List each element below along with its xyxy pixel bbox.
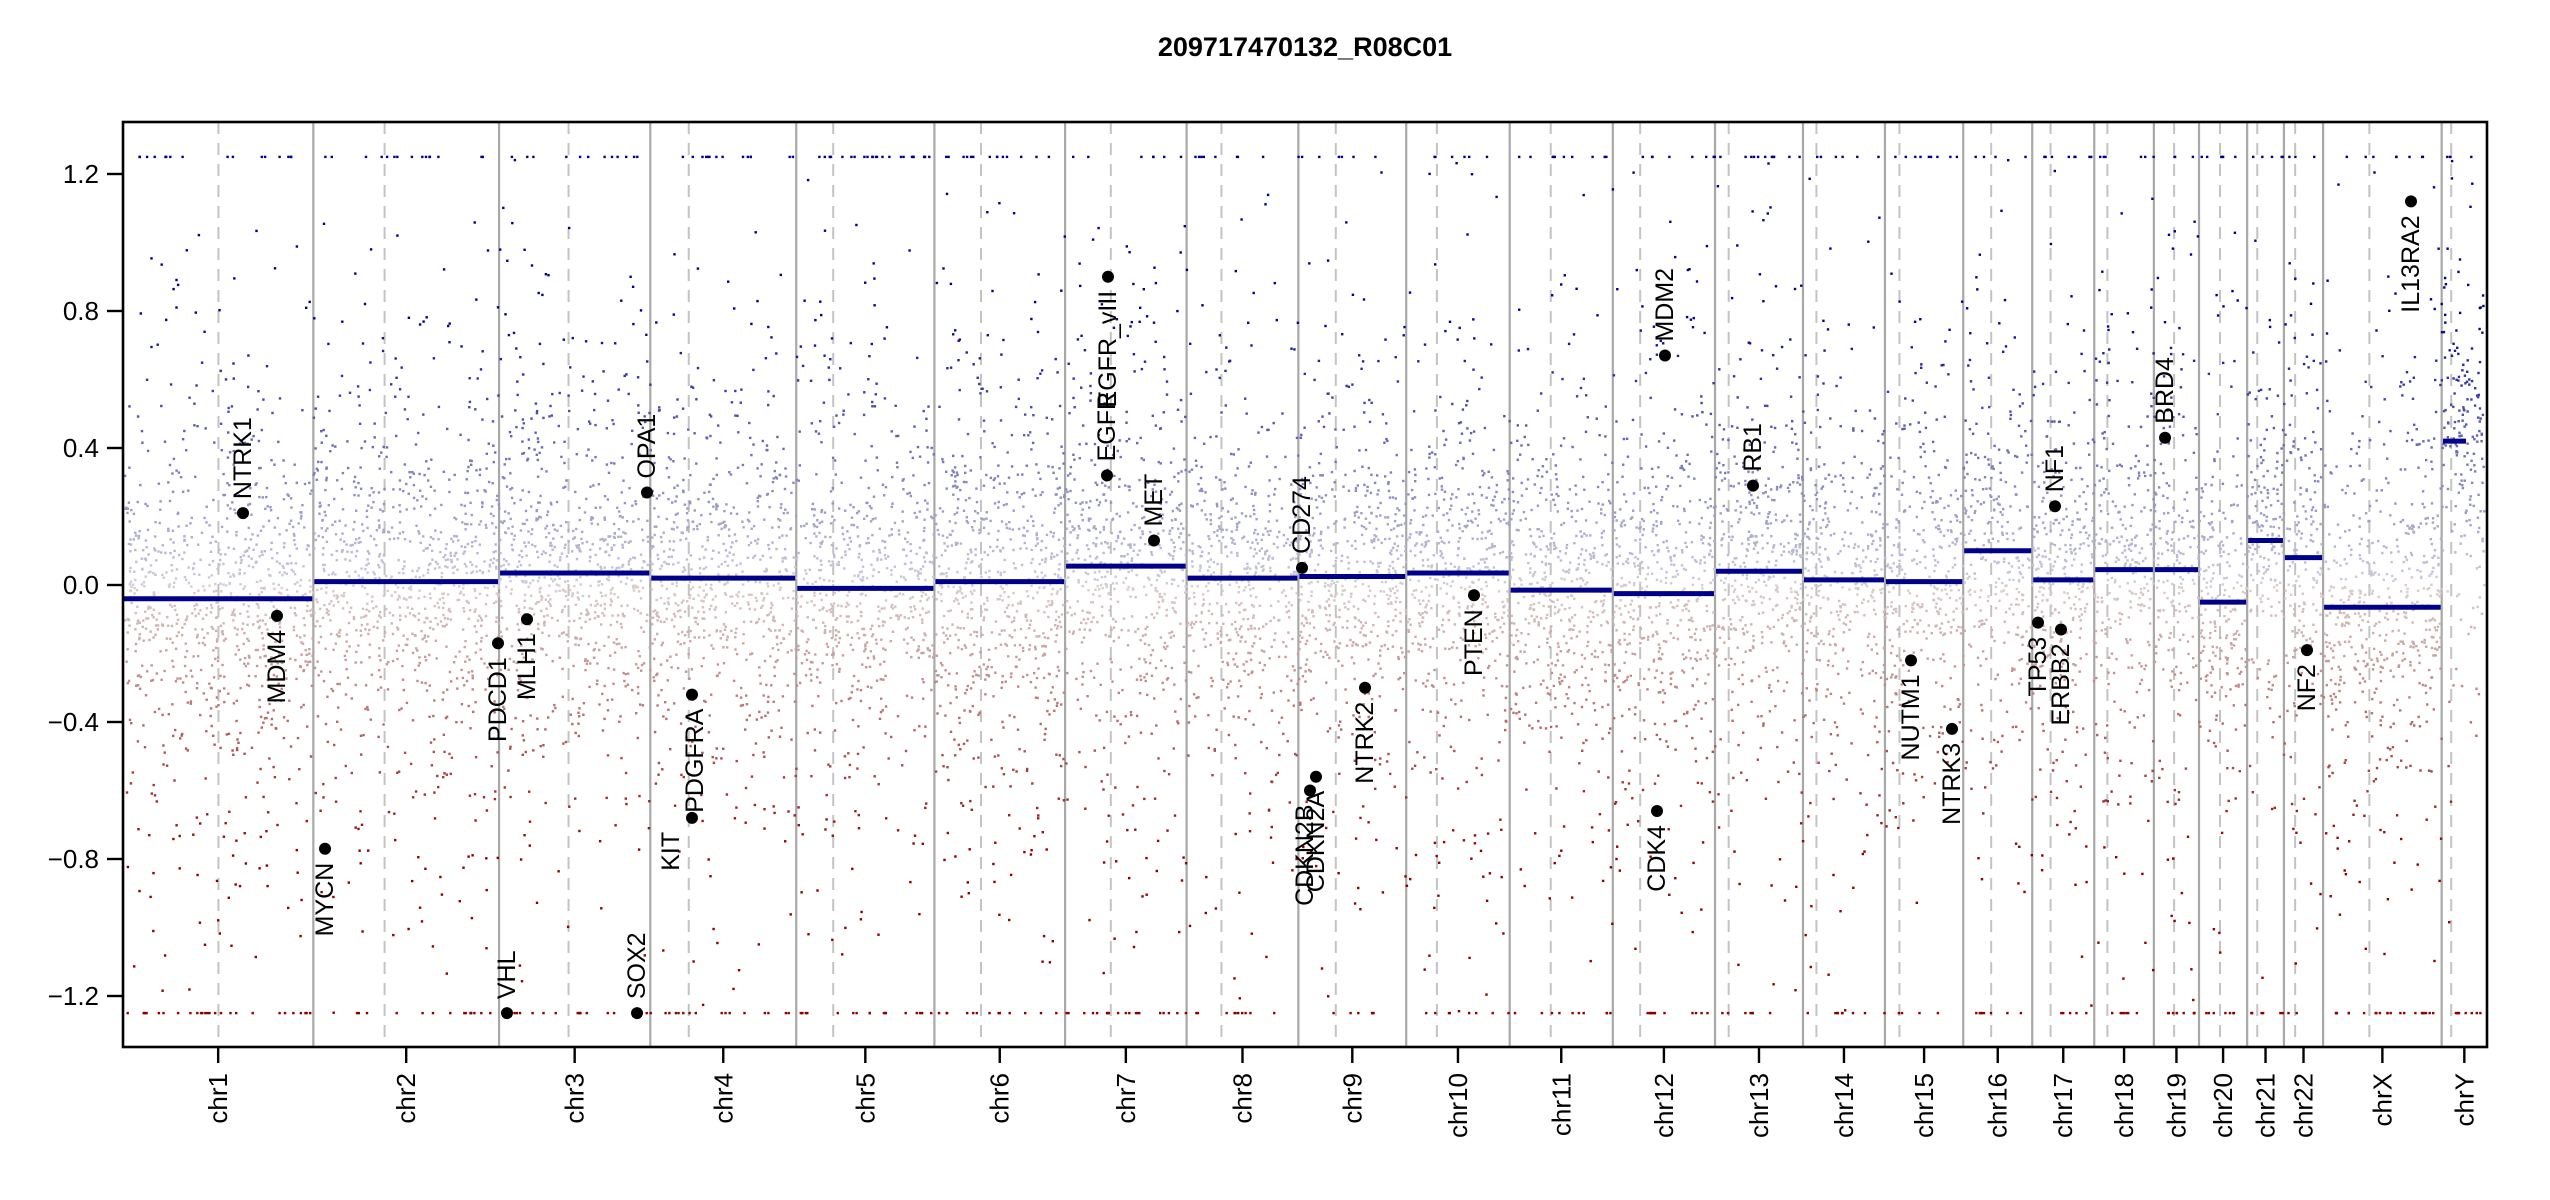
y-tick-label: 0.0	[63, 570, 99, 600]
gene-label-CD274: CD274	[1288, 476, 1316, 554]
plot-border	[121, 120, 2489, 1049]
gene-label-ERBB2: ERBB2	[2047, 644, 2075, 726]
gene-dot-CDKN2B	[1304, 784, 1316, 797]
x-axis-label-chr1: chr1	[203, 1073, 233, 1124]
gene-dot-ERBB2	[2055, 623, 2067, 636]
gene-dot-CDKN2A	[1310, 770, 1322, 783]
gene-dot-PTEN	[1468, 589, 1480, 602]
gene-label-NTRK2: NTRK2	[1351, 702, 1379, 784]
x-axis-label-chr21: chr21	[2251, 1073, 2281, 1138]
gene-label-MDM4: MDM4	[263, 630, 291, 704]
gene-label-BRD4: BRD4	[2151, 357, 2179, 424]
x-axis-label-chr4: chr4	[708, 1073, 738, 1124]
x-axis-label-chr11: chr11	[1546, 1073, 1576, 1136]
gene-dot-MLH1	[521, 613, 533, 626]
x-axis-label-chr19: chr19	[2161, 1073, 2191, 1138]
y-tick-label: 0.4	[63, 433, 99, 463]
gene-dot-EGFR	[1101, 469, 1113, 482]
gene-label-PTEN: PTEN	[1460, 609, 1488, 676]
y-tick-label: −0.4	[48, 707, 99, 737]
x-axis-label-chr7: chr7	[1111, 1073, 1141, 1124]
gene-label-EGFR_vIII: EGFR_vIII	[1094, 291, 1122, 408]
plot-title: 209717470132_R08C01	[1157, 32, 1453, 62]
gene-label-CDK4: CDK4	[1643, 825, 1671, 892]
y-tick-label: −0.8	[48, 844, 99, 874]
x-axis-label-chrX: chrX	[2367, 1073, 2397, 1126]
gene-dot-MYCN	[319, 842, 331, 855]
gene-label-VHL: VHL	[493, 950, 521, 999]
gene-label-OPA1: OPA1	[633, 414, 661, 479]
gene-label-MDM2: MDM2	[1651, 268, 1679, 342]
gene-dot-NTRK1	[237, 507, 249, 520]
x-axis-label-chr14: chr14	[1829, 1073, 1859, 1138]
gene-dot-EGFR_vIII	[1102, 270, 1114, 283]
gene-dot-BRD4	[2159, 431, 2171, 444]
gene-dot-NUTM1	[1905, 654, 1917, 667]
probe-points-layer	[123, 155, 2486, 1015]
x-axis-label-chr20: chr20	[2208, 1073, 2238, 1138]
x-axis-label-chr18: chr18	[2109, 1073, 2139, 1138]
gene-dot-NF2	[2301, 644, 2313, 657]
x-axis-label-chr15: chr15	[1909, 1073, 1939, 1138]
gene-label-IL13RA2: IL13RA2	[2397, 215, 2425, 312]
gene-label-MET: MET	[1140, 474, 1168, 527]
gene-dot-NTRK3	[1946, 722, 1958, 735]
gene-dot-OPA1	[641, 486, 653, 499]
gene-label-EGFR: EGFR	[1093, 392, 1121, 461]
gene-dot-MDM2	[1659, 349, 1671, 362]
gene-label-NTRK3: NTRK3	[1938, 743, 1966, 825]
gene-dot-NF1	[2049, 500, 2061, 513]
gene-dot-CDK4	[1651, 805, 1663, 818]
gene-label-NTRK1: NTRK1	[229, 417, 257, 499]
x-axis-label-chr5: chr5	[850, 1073, 880, 1124]
gene-dot-SOX2	[631, 1007, 643, 1020]
gene-label-RB1: RB1	[1739, 423, 1767, 472]
x-axis-label-chr13: chr13	[1744, 1073, 1774, 1138]
gene-label-CDKN2A: CDKN2A	[1302, 790, 1330, 892]
gene-dot-VHL	[501, 1007, 513, 1020]
gene-label-MYCN: MYCN	[311, 863, 339, 937]
x-axis-label-chr10: chr10	[1443, 1073, 1473, 1138]
gene-dot-PDCD1	[492, 637, 504, 650]
x-axis-label-chr3: chr3	[560, 1073, 590, 1124]
gene-label-PDGFRA: PDGFRA	[681, 708, 709, 813]
gene-label-CDKN2B: CDKN2B	[1291, 805, 1319, 906]
gene-dot-IL13RA2	[2405, 195, 2417, 208]
gene-label-NF1: NF1	[2041, 445, 2069, 492]
x-axis-label-chr8: chr8	[1227, 1073, 1257, 1124]
gene-label-PDCD1: PDCD1	[484, 657, 512, 742]
x-axis-label-chr2: chr2	[391, 1073, 421, 1124]
gene-dot-TP53	[2032, 616, 2044, 629]
gene-dot-CD274	[1296, 561, 1308, 574]
gene-label-SOX2: SOX2	[623, 932, 651, 999]
x-axis-label-chr9: chr9	[1337, 1073, 1367, 1124]
x-axis-label-chrY: chrY	[2449, 1073, 2479, 1126]
x-axis-label-chr17: chr17	[2048, 1073, 2078, 1138]
gene-dot-NTRK2	[1359, 681, 1371, 694]
gene-dot-MET	[1148, 534, 1160, 547]
gene-dot-MDM4	[271, 609, 283, 622]
gene-label-TP53: TP53	[2024, 637, 2052, 697]
gene-dot-KIT	[686, 811, 698, 824]
gene-label-MLH1: MLH1	[513, 633, 541, 700]
gene-dot-RB1	[1747, 479, 1759, 492]
y-tick-label: 0.8	[63, 296, 99, 326]
x-axis-label-chr6: chr6	[985, 1073, 1015, 1124]
x-axis-label-chr16: chr16	[1983, 1073, 2013, 1138]
gene-dot-PDGFRA	[686, 688, 698, 701]
x-axis-label-chr12: chr12	[1649, 1073, 1679, 1138]
y-tick-label: 1.2	[63, 159, 99, 189]
y-tick-label: −1.2	[48, 981, 99, 1011]
gene-label-NUTM1: NUTM1	[1897, 674, 1925, 760]
x-axis-label-chr22: chr22	[2289, 1073, 2319, 1138]
gene-label-KIT: KIT	[657, 832, 685, 871]
gene-label-NF2: NF2	[2293, 664, 2321, 711]
